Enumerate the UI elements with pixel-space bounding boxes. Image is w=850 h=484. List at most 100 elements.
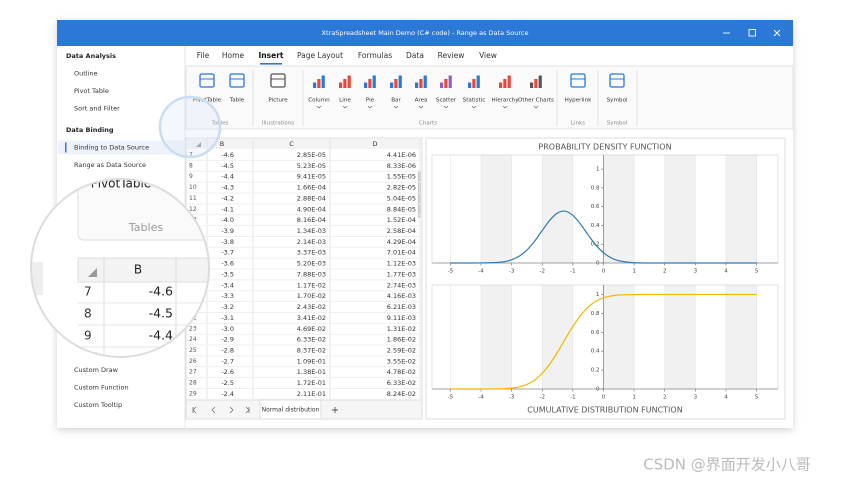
ribbon-button-label[interactable]: Statistic xyxy=(463,98,486,104)
cell[interactable]: -3.1 xyxy=(221,314,234,322)
ribbon-button-label[interactable]: Bar xyxy=(391,98,401,104)
cell[interactable]: -2.4 xyxy=(221,390,234,398)
ribbon-button-label[interactable]: Symbol xyxy=(607,98,628,104)
cell[interactable]: 9.41E-05 xyxy=(297,173,326,181)
cell[interactable]: 2.88E-04 xyxy=(297,194,326,202)
cell[interactable]: -3.5 xyxy=(221,270,234,278)
cell[interactable]: 1.66E-04 xyxy=(297,184,326,192)
add-sheet-button[interactable] xyxy=(332,407,338,413)
cell[interactable]: -4.4 xyxy=(221,173,234,181)
cell[interactable]: -3.2 xyxy=(221,303,234,311)
sidebar-item[interactable]: Range as Data Source xyxy=(74,161,146,169)
sidebar-item[interactable]: Custom Draw xyxy=(74,366,119,374)
cell[interactable]: -4.0 xyxy=(221,216,234,224)
cell[interactable]: -3.3 xyxy=(221,292,234,300)
cell[interactable]: 1.77E-03 xyxy=(387,270,416,278)
cell[interactable]: 2.74E-03 xyxy=(387,281,416,289)
cell[interactable]: -4.1 xyxy=(221,205,234,213)
cell[interactable]: -3.8 xyxy=(221,238,234,246)
ribbon-button-label[interactable]: Other Charts xyxy=(518,98,554,104)
sidebar-item[interactable]: Binding to Data Source xyxy=(74,144,149,152)
cell[interactable]: -3.9 xyxy=(221,227,234,235)
ribbon-tab[interactable]: Home xyxy=(222,51,245,60)
cell[interactable]: 8.33E-06 xyxy=(387,162,416,170)
ribbon-button-label[interactable]: Column xyxy=(308,98,330,104)
cell[interactable]: 4.29E-04 xyxy=(387,238,416,246)
cell[interactable]: 5.20E-03 xyxy=(297,260,326,268)
sidebar-item[interactable]: Pivot Table xyxy=(74,87,109,95)
cell[interactable]: -2.8 xyxy=(221,346,234,354)
cell[interactable]: 1.17E-02 xyxy=(297,281,326,289)
cell[interactable]: 1.55E-05 xyxy=(387,173,416,181)
close-button[interactable] xyxy=(773,29,781,37)
ribbon-tab[interactable]: Page Layout xyxy=(297,51,343,60)
cell[interactable]: 2.43E-02 xyxy=(297,303,326,311)
ribbon-button-label[interactable]: Line xyxy=(339,98,351,104)
cell[interactable]: 2.82E-05 xyxy=(387,184,416,192)
ribbon-tab[interactable]: Formulas xyxy=(358,51,392,60)
sidebar-item[interactable]: Sort and Filter xyxy=(74,105,120,113)
sheet-tab[interactable] xyxy=(259,399,322,420)
sidebar-item[interactable]: Custom Function xyxy=(74,384,129,392)
cell[interactable]: -3.0 xyxy=(221,325,234,333)
cell[interactable]: 4.41E-06 xyxy=(387,151,416,159)
cell[interactable]: -2.9 xyxy=(221,336,234,344)
cell[interactable]: 4.90E-04 xyxy=(297,205,326,213)
cell[interactable]: -3.6 xyxy=(221,260,234,268)
cell[interactable]: 8.24E-02 xyxy=(387,390,416,398)
cell[interactable]: 8.84E-05 xyxy=(387,205,416,213)
cell[interactable]: 2.11E-01 xyxy=(297,390,326,398)
cell[interactable]: 6.21E-03 xyxy=(387,303,416,311)
ribbon-tab[interactable]: Review xyxy=(438,51,465,60)
cell[interactable]: -2.7 xyxy=(221,357,234,365)
cell[interactable]: -4.6 xyxy=(221,151,234,159)
cell[interactable]: 8.37E-02 xyxy=(297,346,326,354)
cell[interactable]: -4.5 xyxy=(221,162,234,170)
ribbon-button-label[interactable]: Hyperlink xyxy=(565,98,592,104)
cell[interactable]: -3.7 xyxy=(221,249,234,257)
sidebar-item[interactable]: Outline xyxy=(74,70,98,78)
sidebar-item[interactable]: Custom Tooltip xyxy=(74,401,122,409)
maximize-button[interactable] xyxy=(748,29,756,37)
sheet-nav-button[interactable] xyxy=(245,406,250,414)
cell[interactable]: 2.58E-04 xyxy=(387,227,416,235)
ribbon-tab[interactable]: File xyxy=(197,51,210,60)
ribbon-button-label[interactable]: PivotTable xyxy=(193,98,222,104)
cell[interactable]: 4.78E-02 xyxy=(387,368,416,376)
ribbon-button-label[interactable]: Scatter xyxy=(436,98,457,104)
ribbon-button-label[interactable]: Pie xyxy=(366,98,375,104)
cell[interactable]: 1.34E-03 xyxy=(297,227,326,235)
cell[interactable]: -2.6 xyxy=(221,368,234,376)
cell[interactable]: 1.86E-02 xyxy=(387,336,416,344)
ribbon-button-label[interactable]: Picture xyxy=(268,98,288,104)
cell[interactable]: 3.55E-02 xyxy=(387,357,416,365)
cell[interactable]: 1.38E-01 xyxy=(297,368,326,376)
sheet-nav-button[interactable] xyxy=(229,406,234,414)
cell[interactable]: 3.41E-02 xyxy=(297,314,326,322)
cell[interactable]: 1.09E-01 xyxy=(297,357,326,365)
cell[interactable]: -3.4 xyxy=(221,281,234,289)
cell[interactable]: 2.59E-02 xyxy=(387,346,416,354)
cell[interactable]: 9.11E-03 xyxy=(387,314,416,322)
ribbon-button-label[interactable]: Area xyxy=(415,98,428,104)
cell[interactable]: 5.04E-05 xyxy=(387,194,416,202)
cell[interactable]: 7.01E-04 xyxy=(387,249,416,257)
cell[interactable]: 6.33E-02 xyxy=(297,336,326,344)
cell[interactable]: 5.23E-05 xyxy=(297,162,326,170)
ribbon-tab[interactable]: Insert xyxy=(259,51,284,60)
ribbon-tab[interactable]: View xyxy=(479,51,497,60)
cell[interactable]: 3.37E-03 xyxy=(297,249,326,257)
cell[interactable]: 1.72E-01 xyxy=(297,379,326,387)
cell[interactable]: 1.12E-03 xyxy=(387,260,416,268)
cell[interactable]: 4.16E-03 xyxy=(387,292,416,300)
cell[interactable]: 2.85E-05 xyxy=(297,151,326,159)
cell[interactable]: -4.3 xyxy=(221,184,234,192)
cell[interactable]: -2.5 xyxy=(221,379,234,387)
cell[interactable]: 8.16E-04 xyxy=(297,216,326,224)
cell[interactable]: 1.52E-04 xyxy=(387,216,416,224)
cell[interactable]: -4.2 xyxy=(221,194,234,202)
sheet-nav-button[interactable] xyxy=(192,406,197,414)
cell[interactable]: 1.31E-02 xyxy=(387,325,416,333)
cell[interactable]: 6.33E-02 xyxy=(387,379,416,387)
cell[interactable]: 4.69E-02 xyxy=(297,325,326,333)
